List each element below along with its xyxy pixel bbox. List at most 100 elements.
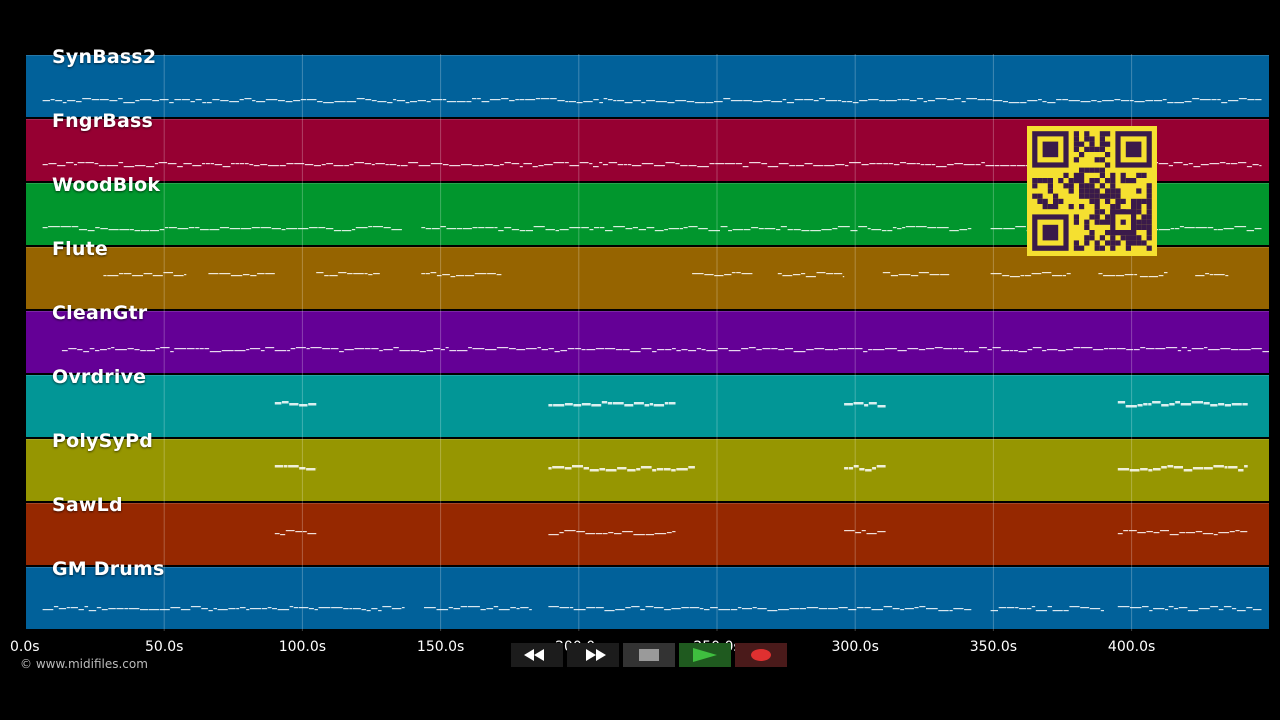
note-mark xyxy=(883,606,893,608)
rewind-button[interactable] xyxy=(511,643,563,667)
note-mark xyxy=(589,163,593,165)
qr-module xyxy=(1125,245,1131,251)
note-mark xyxy=(952,348,958,350)
note-mark xyxy=(246,349,250,351)
note-mark xyxy=(567,348,575,350)
note-mark xyxy=(631,606,640,608)
stop-button[interactable] xyxy=(623,643,675,667)
qr-module xyxy=(1141,214,1147,220)
note-mark xyxy=(62,102,67,104)
note-mark xyxy=(146,166,155,168)
note-mark xyxy=(1066,273,1071,275)
note-mark xyxy=(440,226,446,228)
note-mark xyxy=(680,165,688,167)
note-mark xyxy=(200,229,209,231)
note-mark xyxy=(1139,276,1148,278)
note-mark xyxy=(834,273,843,275)
qr-module xyxy=(1084,224,1090,230)
note-mark xyxy=(286,163,294,165)
note-mark xyxy=(1047,606,1052,608)
note-mark xyxy=(824,349,834,351)
note-mark xyxy=(671,469,676,472)
note-mark xyxy=(1168,606,1174,608)
note-mark xyxy=(581,403,591,406)
note-mark xyxy=(825,100,838,102)
note-mark xyxy=(645,606,654,608)
note-mark xyxy=(477,98,481,100)
qr-module xyxy=(1146,209,1152,215)
note-mark xyxy=(472,348,485,350)
note-mark xyxy=(633,534,645,536)
note-mark xyxy=(548,348,554,350)
note-mark xyxy=(599,102,603,104)
note-mark xyxy=(892,227,897,229)
note-mark xyxy=(777,273,782,275)
note-mark xyxy=(424,607,436,609)
note-mark xyxy=(251,227,260,229)
qr-module xyxy=(1073,141,1079,147)
note-mark xyxy=(1091,100,1097,102)
note-mark xyxy=(789,165,796,167)
qr-module xyxy=(1131,204,1137,210)
note-mark xyxy=(784,348,793,350)
note-mark xyxy=(879,100,886,102)
note-mark xyxy=(1042,350,1047,352)
note-mark xyxy=(778,163,789,165)
note-mark xyxy=(676,468,688,471)
stop-icon xyxy=(639,649,659,661)
play-button[interactable] xyxy=(679,643,731,667)
note-mark xyxy=(671,608,681,610)
note-mark xyxy=(205,163,210,165)
note-mark xyxy=(837,100,842,102)
note-mark xyxy=(421,227,426,229)
note-mark xyxy=(665,349,672,351)
note-mark xyxy=(1183,469,1193,472)
note-mark xyxy=(898,274,911,276)
qr-module xyxy=(1110,235,1116,241)
note-mark xyxy=(925,164,932,166)
note-mark xyxy=(625,607,631,609)
qr-module xyxy=(1089,214,1095,220)
tick-label: 350.0s xyxy=(969,639,1018,655)
note-mark xyxy=(279,165,286,167)
note-mark xyxy=(905,226,916,228)
note-mark xyxy=(581,349,586,351)
note-mark xyxy=(835,164,845,166)
note-mark xyxy=(280,534,286,536)
note-mark xyxy=(1097,101,1102,103)
record-button[interactable] xyxy=(735,643,787,667)
note-mark xyxy=(744,229,751,231)
note-mark xyxy=(548,534,559,536)
fast-forward-button[interactable] xyxy=(567,643,619,667)
note-mark xyxy=(919,606,926,608)
qr-module xyxy=(1073,131,1079,137)
note-mark xyxy=(256,101,266,103)
note-mark xyxy=(377,101,387,103)
note-mark xyxy=(1252,164,1259,166)
note-mark xyxy=(872,467,876,470)
note-mark xyxy=(265,99,278,101)
note-mark xyxy=(655,101,667,103)
note-mark xyxy=(146,350,155,352)
track-name: SawLd xyxy=(52,494,123,516)
note-mark xyxy=(607,402,613,405)
note-mark xyxy=(789,608,800,610)
note-mark xyxy=(1209,274,1214,276)
qr-module xyxy=(1089,146,1095,152)
qr-module xyxy=(1099,167,1105,173)
note-mark xyxy=(1031,606,1036,608)
qr-module xyxy=(1084,167,1090,173)
qr-module xyxy=(1079,167,1085,173)
note-mark xyxy=(123,273,132,275)
note-mark xyxy=(925,348,935,350)
note-mark xyxy=(868,402,877,405)
note-mark xyxy=(604,610,615,612)
note-mark xyxy=(108,608,116,610)
qr-module xyxy=(1047,178,1053,184)
qr-module xyxy=(1042,204,1048,210)
note-mark xyxy=(453,608,461,610)
note-mark xyxy=(535,98,541,100)
note-mark xyxy=(927,100,935,102)
qr-module xyxy=(1079,141,1085,147)
note-mark xyxy=(58,608,67,610)
